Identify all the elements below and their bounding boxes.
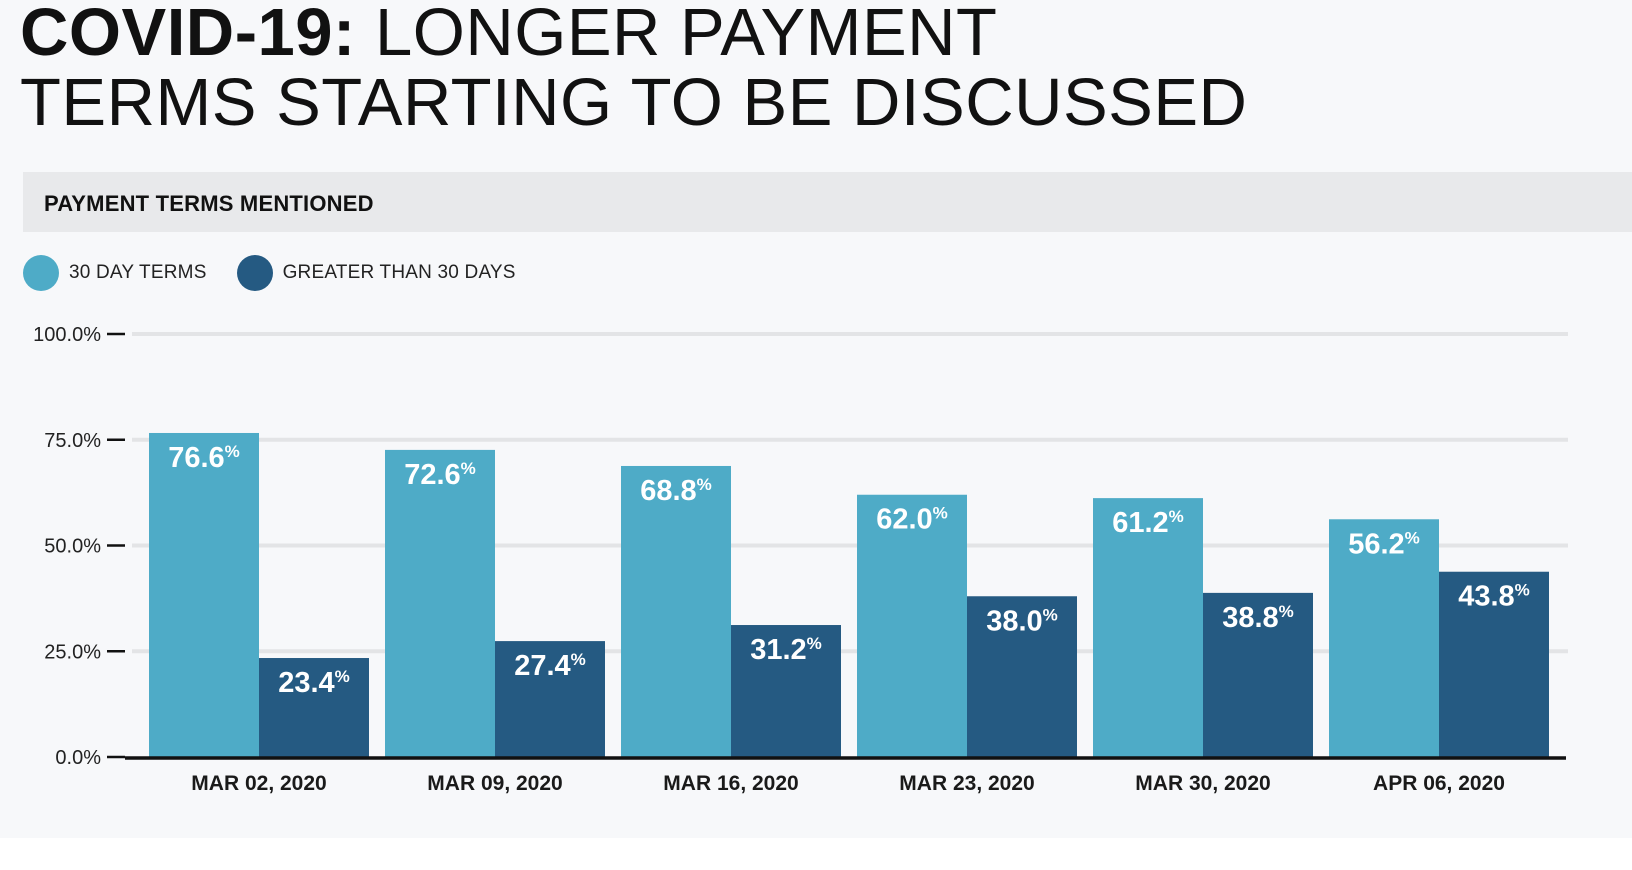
y-tick-label: 0.0% [55, 747, 101, 769]
data-label: 38.8% [1222, 602, 1294, 634]
x-tick-label: MAR 30, 2020 [1135, 772, 1270, 795]
y-tick-label: 75.0% [44, 430, 101, 452]
bar [731, 625, 841, 757]
bar [621, 465, 731, 757]
bar [385, 449, 495, 757]
data-label: 68.8% [640, 475, 712, 507]
title-line-1: LONGER PAYMENT [355, 0, 998, 70]
data-label: 56.2% [1348, 528, 1420, 560]
bar [495, 641, 605, 757]
x-tick-label: MAR 23, 2020 [899, 772, 1034, 795]
legend-swatch-greater-than-30-days [236, 255, 273, 291]
data-label: 38.0% [986, 605, 1058, 637]
legend-item-greater-than-30-days: GREATER THAN 30 DAYS [236, 255, 516, 291]
x-tick-label: APR 06, 2020 [1373, 772, 1505, 795]
chart-panel-heading: PAYMENT TERMS MENTIONED [44, 191, 374, 216]
page-background: COVID-19: LONGER PAYMENT TERMS STARTING T… [20, 0, 1632, 795]
bar [967, 596, 1077, 757]
bar [1203, 592, 1313, 757]
legend-label-greater-than-30-days: GREATER THAN 30 DAYS [282, 262, 516, 283]
legend-swatch-30-day-terms [23, 255, 59, 291]
chart-legend: 30 DAY TERMS GREATER THAN 30 DAYS [23, 255, 546, 291]
data-label: 72.6% [404, 459, 476, 491]
bar [149, 432, 259, 757]
data-label: 27.4% [514, 650, 586, 682]
data-label: 76.6% [168, 442, 240, 474]
y-tick-label: 100.0% [33, 324, 101, 346]
x-tick-label: MAR 09, 2020 [427, 772, 562, 795]
legend-label-30-day-terms: 30 DAY TERMS [69, 262, 207, 283]
bar [259, 658, 369, 757]
data-label: 61.2% [1112, 507, 1184, 539]
bar [1439, 571, 1549, 757]
data-label: 31.2% [750, 634, 822, 666]
bar [1329, 519, 1439, 757]
page-title: COVID-19: LONGER PAYMENT TERMS STARTING T… [20, 0, 1247, 138]
chart-panel-header: PAYMENT TERMS MENTIONED [23, 172, 1632, 232]
y-tick-label: 25.0% [44, 641, 101, 663]
y-tick-label: 50.0% [44, 536, 101, 558]
bar-chart: 0.0% 25.0% 50.0% 75.0% 100.0% 76.6% 23.4% MAR 0… [33, 324, 1568, 795]
data-label: 23.4% [278, 667, 350, 699]
legend-item-30-day-terms: 30 DAY TERMS [23, 255, 207, 291]
x-tick-label: MAR 16, 2020 [663, 772, 798, 795]
data-label: 62.0% [876, 504, 948, 536]
title-bold-prefix: COVID-19: [20, 0, 356, 70]
title-line-2: TERMS STARTING TO BE DISCUSSED [20, 65, 1248, 140]
data-label: 43.8% [1458, 581, 1530, 613]
x-tick-label: MAR 02, 2020 [191, 772, 326, 795]
bar [1093, 498, 1203, 757]
bar [857, 494, 967, 757]
